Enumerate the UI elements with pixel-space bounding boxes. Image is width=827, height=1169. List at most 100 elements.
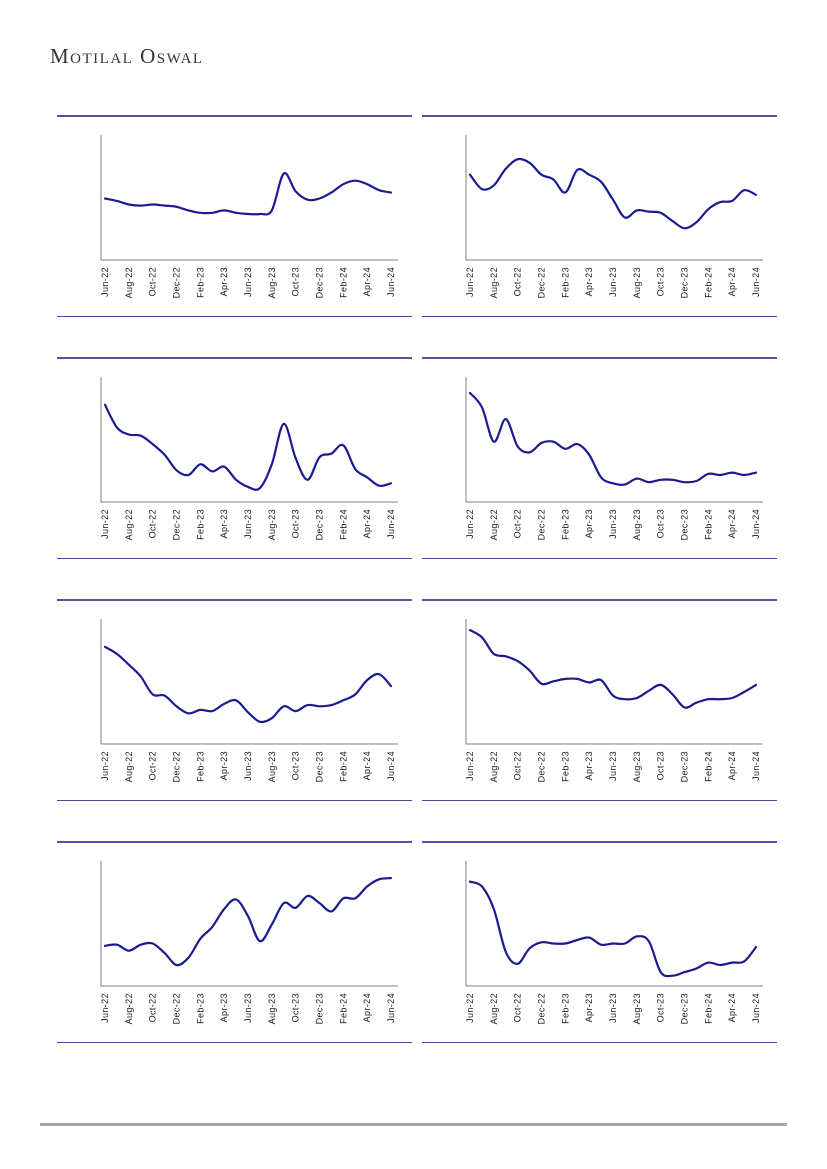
x-tick-label: Feb-24 — [703, 509, 713, 540]
series-line — [468, 391, 758, 486]
x-tick-label: Feb-23 — [560, 751, 570, 782]
x-tick-label: Jun-23 — [608, 509, 618, 539]
x-axis-labels: Jun-22 Aug-22 Oct-22 Dec-22 Feb-23 Apr-23 Jun-… — [465, 509, 761, 540]
series-line — [103, 877, 393, 967]
x-tick-label: Oct-22 — [148, 267, 158, 296]
x-tick-label: Aug-22 — [124, 267, 134, 298]
chart-panel-2: Jun-22 Aug-22 Oct-22 Dec-22 Feb-23 Apr-23 Jun-… — [422, 115, 777, 317]
x-tick-label: Apr-24 — [727, 751, 737, 780]
x-tick-label: Dec-23 — [680, 993, 690, 1024]
x-tick-label: Oct-23 — [656, 993, 666, 1022]
chart-svg: Jun-22 Aug-22 Oct-22 Dec-22 Feb-23 Apr-23 Jun-… — [465, 377, 763, 540]
x-tick-label: Feb-23 — [195, 993, 205, 1024]
x-tick-label: Oct-22 — [513, 509, 523, 538]
x-tick-label: Jun-22 — [100, 993, 110, 1023]
x-tick-label: Aug-23 — [267, 993, 277, 1024]
x-tick-label: Dec-23 — [315, 751, 325, 782]
x-tick-label: Dec-23 — [680, 751, 690, 782]
x-tick-label: Dec-22 — [172, 267, 182, 298]
x-tick-label: Apr-24 — [362, 509, 372, 538]
series-line — [468, 880, 758, 978]
x-tick-label: Oct-23 — [656, 509, 666, 538]
x-tick-label: Aug-23 — [632, 993, 642, 1024]
x-tick-label: Jun-23 — [243, 993, 253, 1023]
x-tick-label: Jun-24 — [386, 267, 396, 297]
x-tick-label: Dec-22 — [172, 509, 182, 540]
x-tick-label: Feb-24 — [338, 751, 348, 782]
x-tick-label: Dec-22 — [537, 993, 547, 1024]
x-axis-labels: Jun-22 Aug-22 Oct-22 Dec-22 Feb-23 Apr-23 Jun-… — [465, 993, 761, 1024]
x-tick-label: Feb-23 — [195, 509, 205, 540]
x-tick-label: Jun-24 — [751, 993, 761, 1023]
x-tick-label: Feb-24 — [338, 267, 348, 298]
x-tick-label: Jun-24 — [751, 509, 761, 539]
series-line — [468, 157, 758, 230]
x-tick-label: Jun-24 — [751, 751, 761, 781]
x-tick-label: Jun-23 — [243, 509, 253, 539]
x-tick-label: Apr-24 — [727, 509, 737, 538]
footer-divider-rule — [40, 1123, 787, 1126]
chart-svg: Jun-22 Aug-22 Oct-22 Dec-22 Feb-23 Apr-23 Jun-… — [100, 619, 398, 782]
x-tick-label: Aug-22 — [124, 751, 134, 782]
x-tick-label: Apr-24 — [362, 751, 372, 780]
chart-panel-1: Jun-22 Aug-22 Oct-22 Dec-22 Feb-23 Apr-23 Jun-… — [57, 115, 412, 317]
x-tick-label: Jun-24 — [386, 993, 396, 1023]
x-tick-label: Apr-23 — [219, 509, 229, 538]
x-tick-label: Oct-22 — [148, 751, 158, 780]
axis-lines — [465, 135, 763, 261]
x-axis-labels: Jun-22 Aug-22 Oct-22 Dec-22 Feb-23 Apr-23 Jun-… — [100, 509, 396, 540]
x-tick-label: Oct-22 — [513, 267, 523, 296]
x-tick-label: Dec-23 — [315, 993, 325, 1024]
x-tick-label: Apr-24 — [727, 993, 737, 1022]
x-tick-label: Aug-22 — [489, 267, 499, 298]
x-tick-label: Aug-22 — [489, 993, 499, 1024]
x-tick-label: Dec-22 — [172, 993, 182, 1024]
series-line — [103, 645, 393, 724]
x-tick-label: Feb-23 — [195, 267, 205, 298]
x-tick-label: Apr-23 — [584, 751, 594, 780]
series-line — [103, 172, 393, 216]
chart-svg: Jun-22 Aug-22 Oct-22 Dec-22 Feb-23 Apr-23 Jun-… — [465, 135, 763, 298]
x-tick-label: Dec-22 — [537, 751, 547, 782]
x-axis-labels: Jun-22 Aug-22 Oct-22 Dec-22 Feb-23 Apr-23 Jun-… — [100, 751, 396, 782]
x-tick-label: Dec-22 — [537, 267, 547, 298]
series-line — [103, 403, 393, 491]
x-tick-label: Oct-22 — [513, 751, 523, 780]
x-tick-label: Feb-23 — [560, 509, 570, 540]
x-tick-label: Aug-22 — [489, 509, 499, 540]
x-tick-label: Jun-23 — [243, 267, 253, 297]
chart-svg: Jun-22 Aug-22 Oct-22 Dec-22 Feb-23 Apr-23 Jun-… — [100, 135, 398, 298]
x-tick-label: Jun-22 — [100, 509, 110, 539]
chart-panel-8: Jun-22 Aug-22 Oct-22 Dec-22 Feb-23 Apr-23 Jun-… — [422, 841, 777, 1043]
x-tick-label: Aug-23 — [267, 751, 277, 782]
x-tick-label: Apr-23 — [219, 267, 229, 296]
x-axis-labels: Jun-22 Aug-22 Oct-22 Dec-22 Feb-23 Apr-23 Jun-… — [465, 267, 761, 298]
x-tick-label: Feb-23 — [560, 993, 570, 1024]
x-tick-label: Feb-23 — [560, 267, 570, 298]
chart-panel-6: Jun-22 Aug-22 Oct-22 Dec-22 Feb-23 Apr-23 Jun-… — [422, 599, 777, 801]
x-tick-label: Oct-22 — [148, 509, 158, 538]
chart-panel-3: Jun-22 Aug-22 Oct-22 Dec-22 Feb-23 Apr-23 Jun-… — [57, 357, 412, 559]
brand-logo: Motilal Oswal — [50, 44, 204, 68]
chart-svg: Jun-22 Aug-22 Oct-22 Dec-22 Feb-23 Apr-23 Jun-… — [100, 861, 398, 1024]
x-tick-label: Jun-23 — [608, 267, 618, 297]
x-axis-labels: Jun-22 Aug-22 Oct-22 Dec-22 Feb-23 Apr-23 Jun-… — [100, 267, 396, 298]
x-tick-label: Aug-23 — [267, 267, 277, 298]
x-tick-label: Oct-22 — [513, 993, 523, 1022]
x-tick-label: Jun-23 — [608, 751, 618, 781]
x-tick-label: Feb-24 — [703, 751, 713, 782]
x-tick-label: Jun-24 — [751, 267, 761, 297]
x-tick-label: Apr-23 — [219, 751, 229, 780]
x-tick-label: Oct-23 — [291, 993, 301, 1022]
x-tick-label: Jun-23 — [608, 993, 618, 1023]
x-tick-label: Jun-22 — [465, 509, 475, 539]
x-tick-label: Oct-23 — [656, 267, 666, 296]
axis-lines — [100, 377, 398, 503]
axis-lines — [100, 619, 398, 745]
x-tick-label: Jun-22 — [465, 267, 475, 297]
chart-panel-5: Jun-22 Aug-22 Oct-22 Dec-22 Feb-23 Apr-23 Jun-… — [57, 599, 412, 801]
x-tick-label: Oct-23 — [656, 751, 666, 780]
x-tick-label: Aug-23 — [632, 751, 642, 782]
chart-svg: Jun-22 Aug-22 Oct-22 Dec-22 Feb-23 Apr-23 Jun-… — [465, 619, 763, 782]
x-tick-label: Jun-24 — [386, 509, 396, 539]
